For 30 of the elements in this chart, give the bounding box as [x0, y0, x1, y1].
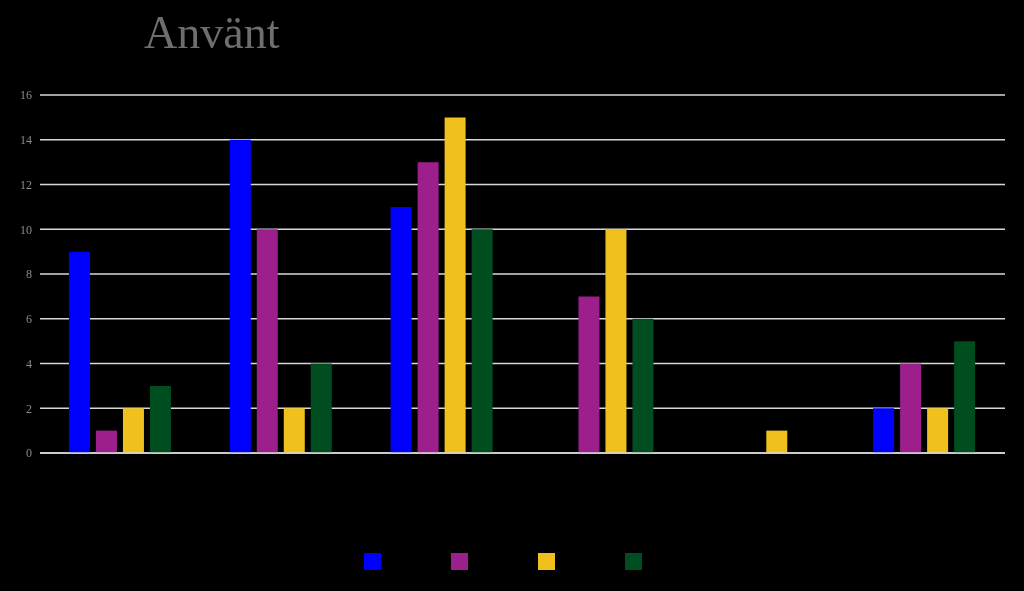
bar	[873, 408, 895, 453]
y-tick-label: 0	[26, 446, 32, 461]
y-tick-label: 14	[20, 133, 32, 148]
bar	[900, 363, 922, 453]
y-tick-label: 12	[20, 177, 32, 192]
bar	[256, 229, 278, 453]
bar	[122, 408, 144, 453]
y-tick-label: 8	[26, 267, 32, 282]
y-tick-label: 10	[20, 222, 32, 237]
bar	[954, 341, 976, 453]
chart-title: Använt	[144, 6, 280, 59]
bar	[310, 363, 332, 453]
y-tick-label: 6	[26, 312, 32, 327]
bar	[605, 229, 627, 453]
bar	[95, 430, 117, 453]
bar	[927, 408, 949, 453]
bar	[417, 162, 439, 453]
bar	[766, 430, 788, 453]
bar	[632, 318, 654, 453]
bar	[390, 206, 412, 453]
y-tick-label: 4	[26, 356, 32, 371]
bar	[68, 251, 90, 453]
bar	[149, 385, 171, 453]
bar	[471, 229, 493, 453]
y-tick-label: 2	[26, 401, 32, 416]
bar	[444, 117, 466, 453]
bar	[578, 296, 600, 453]
bar	[283, 408, 305, 453]
y-tick-label: 16	[20, 88, 32, 103]
bar	[229, 139, 251, 453]
